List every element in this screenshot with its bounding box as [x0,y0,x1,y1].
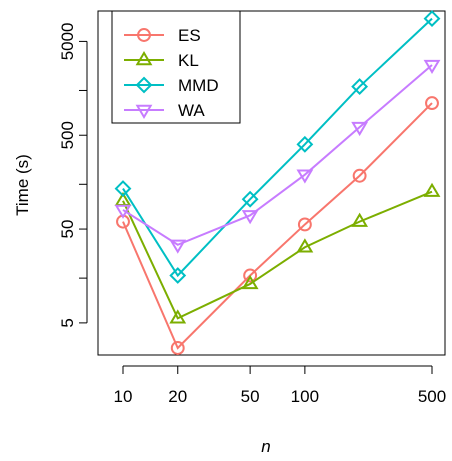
y-axis: 5 50 500 5000 [58,22,88,328]
data-point [170,341,185,355]
data-point [352,168,367,183]
legend: ES KL MMD WA [111,10,241,124]
x-tick-label: 100 [291,387,319,406]
y-axis-label: Time (s) [13,154,32,216]
y-tick-label: 500 [58,121,77,149]
legend-item-mmd: MMD [124,76,219,95]
legend-label: ES [178,26,201,45]
x-tick-label: 50 [241,387,260,406]
legend-item-es: ES [124,26,201,45]
data-point [425,96,439,111]
y-tick-label: 5000 [58,22,77,60]
data-point [169,267,187,284]
data-point [296,169,314,184]
series-mmd [114,10,441,284]
y-tick-label: 50 [58,220,77,239]
data-point [241,210,259,225]
y-tick-label: 5 [58,318,77,327]
data-point [296,238,314,253]
data-point [297,217,312,232]
series-line [122,64,433,246]
legend-item-wa: WA [124,101,205,120]
legend-label: KL [178,51,199,70]
data-point [137,28,151,42]
legend-label: WA [178,101,205,120]
legend-item-kl: KL [124,51,199,70]
data-point [135,51,153,66]
series-kl [114,182,441,324]
series-line [122,17,433,278]
data-point [135,76,153,94]
data-point [351,212,369,227]
legend-box [111,10,241,124]
data-point [296,135,314,153]
x-tick-label: 10 [114,387,133,406]
x-axis-label: n [261,437,270,456]
data-point [241,190,259,208]
data-point [114,204,132,219]
data-point [135,104,153,119]
data-point [423,59,441,74]
series-line [122,102,433,350]
data-point [351,121,369,137]
x-tick-label: 500 [418,387,446,406]
data-point [423,10,441,28]
data-point [243,268,258,283]
data-point [169,309,187,324]
data-point [351,78,369,95]
series-wa [114,59,441,254]
data-point [423,182,441,197]
series-es [116,96,439,355]
data-point [169,239,187,254]
series-line [122,190,433,320]
legend-label: MMD [178,76,219,95]
plot-frame [97,10,446,356]
data-point [114,180,132,198]
x-axis: 10 20 50 100 500 [114,365,446,406]
data-point [241,274,259,290]
series-layer [114,10,441,355]
x-tick-label: 20 [168,387,187,406]
